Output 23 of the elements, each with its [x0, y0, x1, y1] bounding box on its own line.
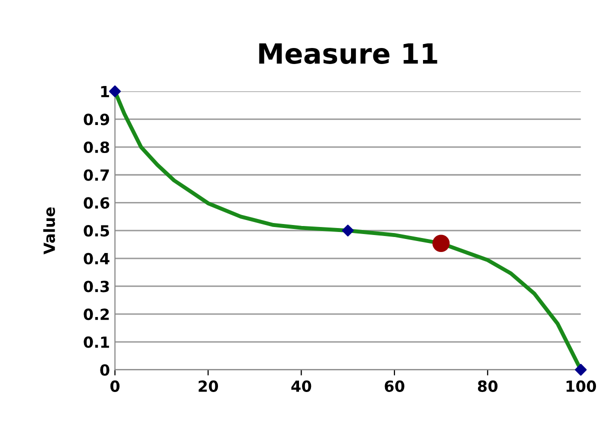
y-tick-label: 0.4	[84, 252, 110, 264]
x-tick-label: 0	[110, 380, 120, 392]
chart-title: Measure 11	[259, 43, 438, 64]
y-tick-label: 0	[100, 364, 110, 376]
y-axis-title: Value	[43, 207, 56, 254]
x-tick-label: 40	[291, 380, 312, 392]
y-tick-label: 0.5	[84, 225, 110, 237]
y-tick-label: 1	[101, 86, 110, 98]
y-tick-label: 0.3	[84, 280, 109, 292]
x-tick-label: 100	[566, 380, 596, 392]
point	[574, 364, 587, 376]
y-tick-label: 0.8	[84, 141, 110, 154]
y-tick-label: 0.6	[84, 197, 110, 209]
point	[109, 85, 121, 98]
point	[342, 224, 354, 236]
x-tick-label: 80	[478, 380, 498, 392]
point	[432, 234, 450, 252]
y-tick-label: 0.9	[84, 114, 110, 126]
x-tick-label: 60	[384, 380, 404, 392]
x-tick-label: 20	[198, 380, 218, 392]
y-tick-label: 0.1	[84, 336, 110, 348]
y-tick-label: 0.2	[84, 308, 109, 320]
y-tick-label: 0.7	[84, 169, 109, 181]
